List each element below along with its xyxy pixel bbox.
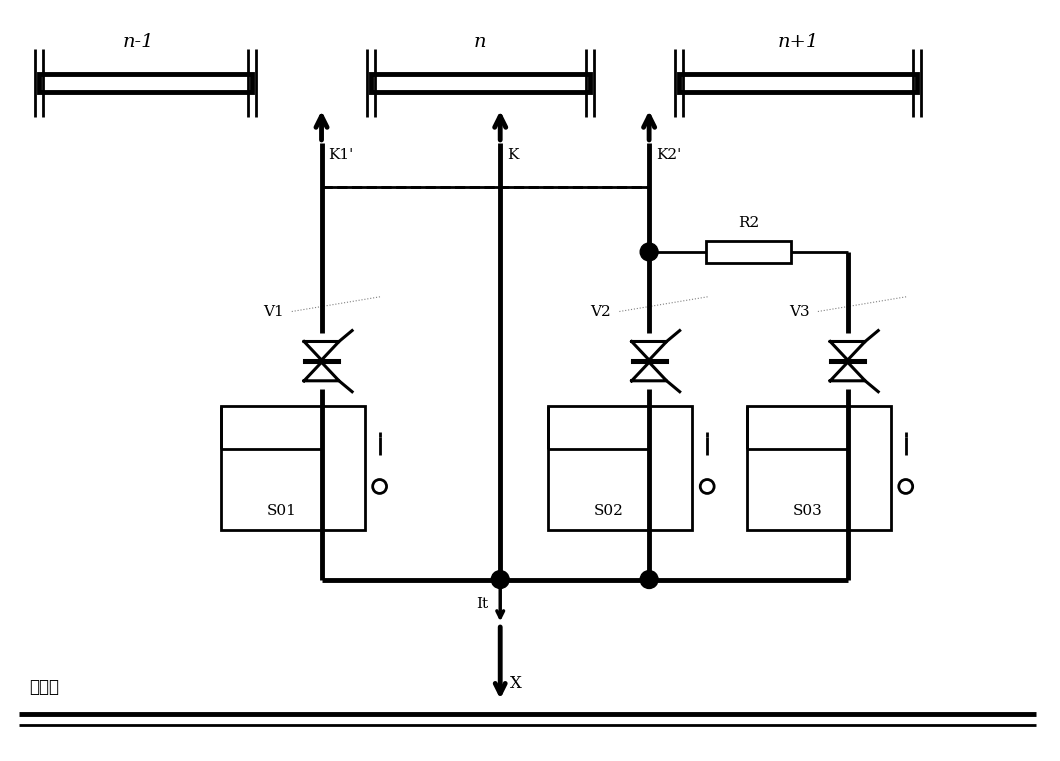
Text: 路轨线: 路轨线 [29, 678, 58, 696]
Text: K2': K2' [656, 148, 682, 161]
Text: n: n [474, 33, 487, 52]
Text: K: K [507, 148, 518, 161]
Circle shape [640, 571, 658, 588]
Bar [38, 75, 252, 92]
Text: S03: S03 [793, 504, 823, 518]
Bar [548, 406, 692, 530]
Text: K1': K1' [329, 148, 354, 161]
Circle shape [640, 243, 658, 261]
Text: X: X [510, 675, 522, 692]
Text: R2: R2 [738, 216, 759, 230]
Bar [747, 406, 890, 530]
Text: S01: S01 [266, 504, 296, 518]
Bar [371, 75, 589, 92]
Text: V2: V2 [590, 304, 612, 319]
Bar [706, 241, 791, 263]
Bar [678, 75, 917, 92]
Circle shape [491, 571, 509, 588]
Text: V3: V3 [790, 304, 810, 319]
Text: S02: S02 [594, 504, 623, 518]
Text: It: It [476, 597, 489, 611]
Bar [220, 406, 365, 530]
Text: n+1: n+1 [777, 33, 818, 52]
Text: V1: V1 [263, 304, 284, 319]
Text: n-1: n-1 [122, 33, 154, 52]
